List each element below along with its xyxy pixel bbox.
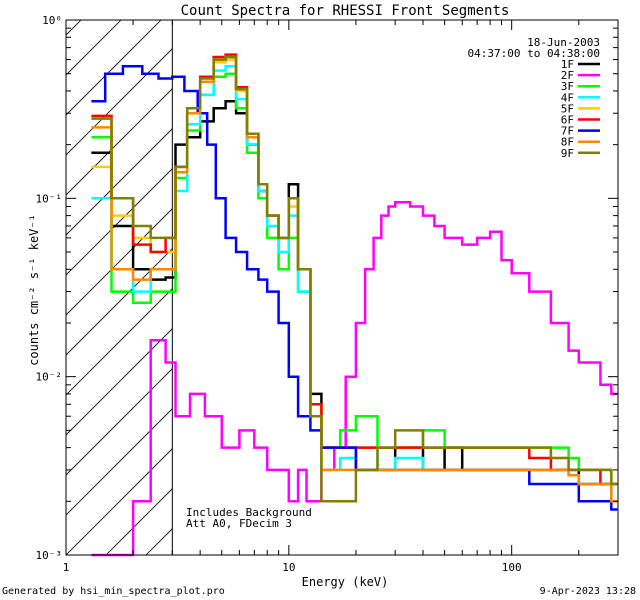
hatch-lines <box>66 20 173 555</box>
excluded-region-hatch <box>66 20 173 555</box>
legend-label-5F: 5F <box>561 102 574 115</box>
series-layer <box>91 53 618 557</box>
chart-title: Count Spectra for RHESSI Front Segments <box>181 3 510 19</box>
hatch-line <box>66 20 122 76</box>
generated-by-label: Generated by hsi_min_spectra_plot.pro <box>2 586 225 597</box>
y-tick-label: 10⁻² <box>36 371 63 384</box>
x-tick-label: 1 <box>63 561 70 574</box>
legend-label-6F: 6F <box>561 114 574 127</box>
time-range-label: 04:37:00 to 04:38:00 <box>468 47 600 60</box>
timestamp-label: 9-Apr-2023 13:28 <box>540 586 636 597</box>
attenuator-note: Att A0, FDecim 3 <box>186 517 292 530</box>
date-label: 18-Jun-2003 <box>527 36 600 49</box>
hatch-line <box>66 368 173 476</box>
series-line-2F <box>91 201 618 557</box>
axes-layer: 1 10 100 10⁰ 10⁻¹ 10⁻² 10⁻³ <box>36 14 619 574</box>
y-axis-label: counts cm⁻² s⁻¹ keV⁻¹ <box>27 214 41 366</box>
x-tick-label: 10 <box>282 561 295 574</box>
hatch-line <box>66 408 173 516</box>
y-tick-label: 10⁻¹ <box>36 192 63 205</box>
hatch-line <box>66 448 173 555</box>
y-tick-label: 10⁻³ <box>36 549 63 562</box>
x-axis-label: Energy (keV) <box>302 575 389 589</box>
y-tick-label: 10⁰ <box>42 14 62 27</box>
hatch-line <box>66 208 173 316</box>
plot-frame <box>65 19 619 556</box>
background-note: Includes Background <box>186 506 312 519</box>
legend-label-1F: 1F <box>561 58 574 71</box>
hatch-line <box>66 248 173 356</box>
legend-label-4F: 4F <box>561 91 574 104</box>
x-tick-label: 100 <box>502 561 522 574</box>
hatch-line <box>66 48 173 156</box>
series-line-9F <box>91 55 618 503</box>
hatch-line <box>66 20 162 116</box>
legend-label-9F: 9F <box>561 147 574 160</box>
legend-label-3F: 3F <box>561 80 574 93</box>
legend-label-2F: 2F <box>561 69 574 82</box>
legend-label-7F: 7F <box>561 125 574 138</box>
legend-label-8F: 8F <box>561 136 574 149</box>
hatch-line <box>66 168 173 276</box>
